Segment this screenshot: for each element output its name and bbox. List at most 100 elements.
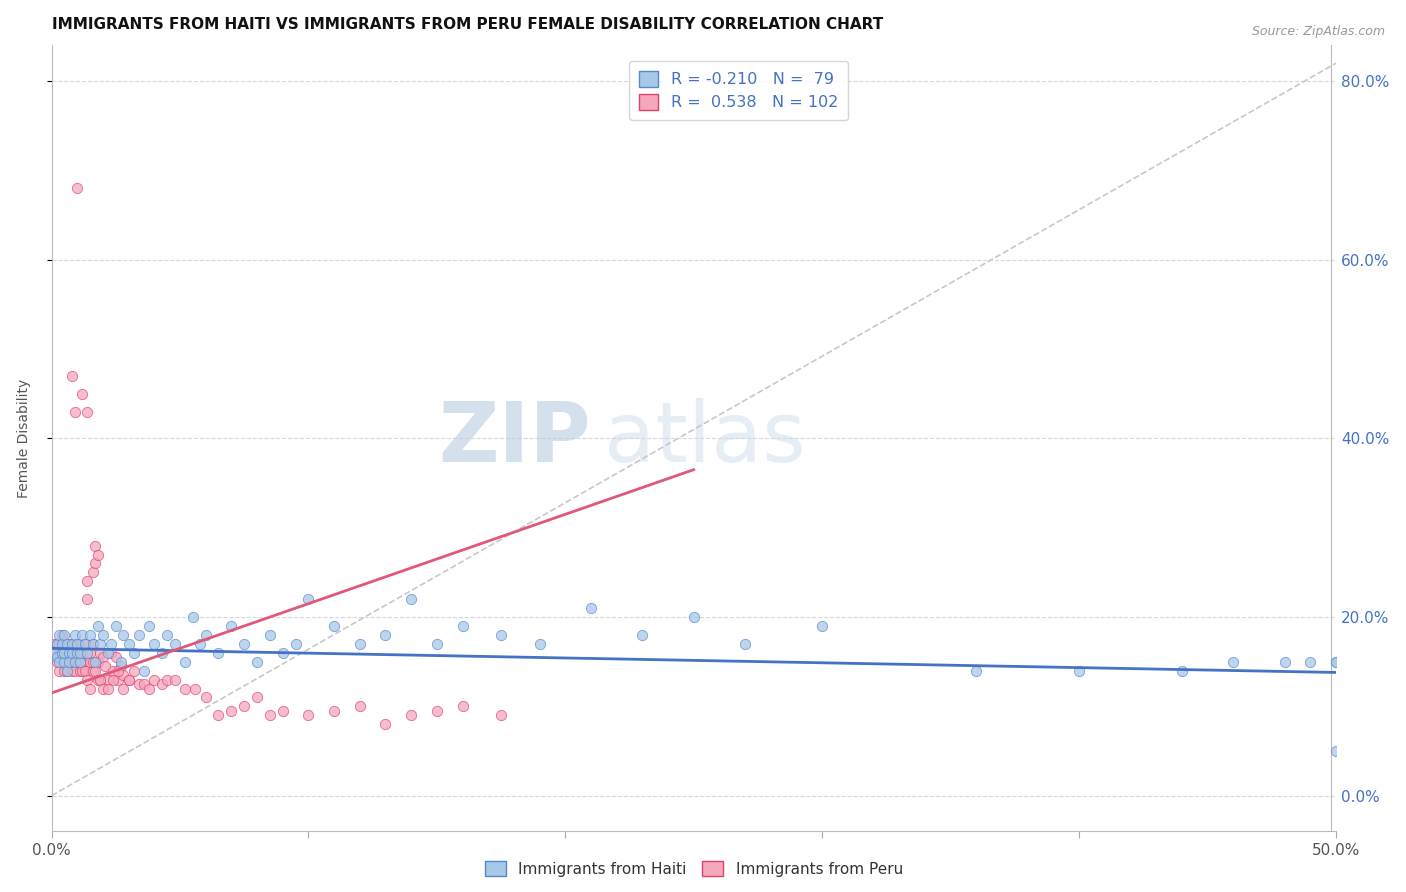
Point [631, 628, 654, 642]
Y-axis label: Female Disability: Female Disability [17, 379, 31, 498]
Point [174, 655, 197, 669]
Point [73, 664, 96, 678]
Point [56, 637, 79, 651]
Point [965, 664, 987, 678]
Point [87, 673, 110, 687]
Point [89, 646, 111, 660]
Point [79, 646, 101, 660]
Point [246, 655, 269, 669]
Point [60, 637, 83, 651]
Point [181, 610, 204, 624]
Point [150, 677, 173, 691]
Point [60, 646, 83, 660]
Point [73, 664, 96, 678]
Point [489, 628, 512, 642]
Point [489, 708, 512, 723]
Point [60, 368, 83, 383]
Point [138, 619, 160, 633]
Point [63, 404, 86, 418]
Point [72, 655, 94, 669]
Point [399, 592, 422, 607]
Point [45, 650, 67, 665]
Point [72, 628, 94, 642]
Point [323, 619, 346, 633]
Point [87, 655, 110, 669]
Point [94, 659, 117, 673]
Point [69, 655, 91, 669]
Point [349, 699, 371, 714]
Point [84, 539, 107, 553]
Point [53, 646, 76, 660]
Point [42, 646, 65, 660]
Point [79, 681, 101, 696]
Point [259, 628, 281, 642]
Point [1324, 655, 1347, 669]
Point [66, 655, 89, 669]
Point [100, 646, 122, 660]
Point [110, 655, 132, 669]
Point [132, 677, 155, 691]
Point [56, 664, 79, 678]
Point [63, 664, 86, 678]
Point [60, 637, 83, 651]
Point [76, 592, 98, 607]
Point [79, 628, 101, 642]
Point [190, 637, 212, 651]
Point [207, 646, 229, 660]
Point [91, 650, 114, 665]
Point [53, 646, 76, 660]
Point [66, 637, 89, 651]
Point [117, 673, 139, 687]
Point [128, 677, 150, 691]
Point [207, 708, 229, 723]
Point [122, 646, 145, 660]
Point [82, 655, 104, 669]
Point [97, 673, 120, 687]
Point [1222, 655, 1244, 669]
Point [374, 628, 396, 642]
Point [72, 386, 94, 401]
Point [138, 681, 160, 696]
Point [1324, 744, 1347, 758]
Point [271, 704, 294, 718]
Point [63, 655, 86, 669]
Point [69, 664, 91, 678]
Point [53, 664, 76, 678]
Point [1274, 655, 1296, 669]
Point [72, 646, 94, 660]
Point [63, 646, 86, 660]
Point [97, 681, 120, 696]
Point [89, 673, 111, 687]
Point [56, 637, 79, 651]
Text: IMMIGRANTS FROM HAITI VS IMMIGRANTS FROM PERU FEMALE DISABILITY CORRELATION CHAR: IMMIGRANTS FROM HAITI VS IMMIGRANTS FROM… [52, 17, 883, 32]
Point [84, 655, 107, 669]
Point [104, 619, 127, 633]
Point [73, 637, 96, 651]
Point [101, 664, 124, 678]
Point [156, 673, 179, 687]
Point [51, 637, 73, 651]
Point [101, 673, 124, 687]
Point [128, 628, 150, 642]
Point [91, 628, 114, 642]
Point [529, 637, 551, 651]
Point [132, 664, 155, 678]
Point [51, 646, 73, 660]
Point [82, 664, 104, 678]
Point [82, 637, 104, 651]
Point [69, 646, 91, 660]
Point [107, 664, 129, 678]
Point [48, 628, 70, 642]
Point [297, 708, 319, 723]
Point [174, 681, 197, 696]
Point [58, 646, 80, 660]
Point [45, 637, 67, 651]
Point [100, 637, 122, 651]
Point [58, 655, 80, 669]
Point [284, 637, 307, 651]
Point [811, 619, 834, 633]
Point [51, 655, 73, 669]
Point [66, 646, 89, 660]
Point [84, 557, 107, 571]
Point [53, 637, 76, 651]
